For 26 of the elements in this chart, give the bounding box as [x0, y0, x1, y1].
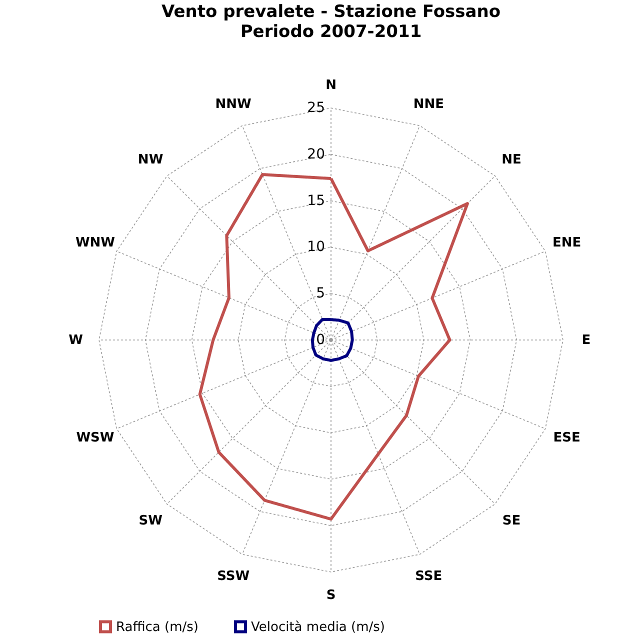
- chart-subtitle: Periodo 2007-2011: [240, 22, 422, 42]
- spoke-label: NE: [502, 152, 522, 168]
- y-tick-label: 0: [316, 332, 325, 348]
- spoke-label: WSW: [76, 430, 114, 446]
- spoke-label: ESE: [553, 430, 580, 446]
- y-tick-label: 20: [307, 146, 325, 162]
- spoke-label: SSW: [217, 568, 250, 584]
- spoke-label: ENE: [552, 235, 582, 250]
- spoke-label: NW: [138, 152, 164, 168]
- spoke-label: W: [68, 333, 83, 348]
- spoke-label: N: [326, 78, 336, 93]
- spoke-label: NNW: [215, 97, 252, 112]
- spoke-label: SE: [502, 513, 521, 528]
- legend-label: Raffica (m/s): [116, 620, 198, 635]
- legend-label: Velocità media (m/s): [251, 620, 385, 635]
- spoke-label: NNE: [413, 97, 444, 112]
- spoke-label: WNW: [75, 235, 116, 250]
- y-tick-label: 10: [307, 239, 325, 256]
- y-tick-label: 25: [307, 100, 325, 116]
- spoke-label: S: [326, 588, 336, 604]
- spoke-label: E: [582, 333, 591, 348]
- y-tick-label: 5: [316, 286, 325, 302]
- chart-title: Vento prevalete - Stazione Fossano: [161, 2, 501, 22]
- y-tick-label: 15: [307, 192, 325, 209]
- spoke-label: SW: [138, 513, 162, 528]
- spoke-label: SSE: [415, 568, 442, 584]
